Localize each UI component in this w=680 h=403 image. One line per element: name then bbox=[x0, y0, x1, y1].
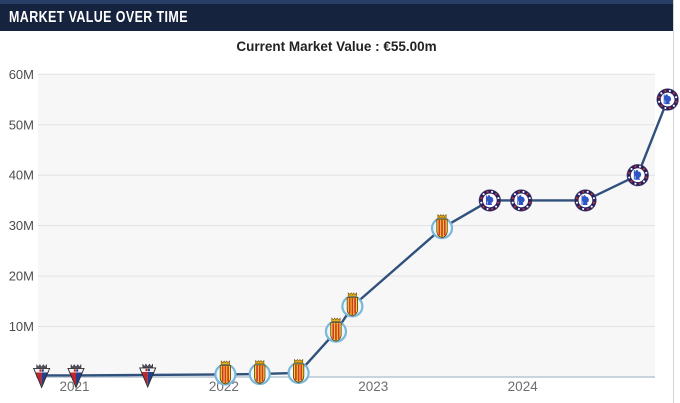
data-point-villarreal-crest-icon[interactable]: Oct 2022: €9.00m bbox=[324, 317, 348, 343]
data-point-mirandes-crest-icon[interactable]: Oct 2020: €0.30m bbox=[32, 363, 51, 389]
data-point-chelsea-crest-icon[interactable]: Jun 2024: €35.00m bbox=[574, 189, 597, 212]
y-axis-label: 30M bbox=[9, 218, 34, 233]
section-header-bar: MARKET VALUE OVER TIME bbox=[0, 4, 673, 31]
data-point-villarreal-crest-icon[interactable]: Jun 2022: €0.80m bbox=[287, 358, 310, 385]
data-point-villarreal-crest-icon[interactable]: Jan 2022: €0.50m bbox=[214, 360, 237, 386]
page-title: MARKET VALUE OVER TIME bbox=[9, 8, 188, 26]
data-point-villarreal-crest-icon[interactable]: Nov 2022: €14.00m bbox=[341, 292, 364, 318]
x-axis-label: 2021 bbox=[59, 379, 89, 394]
data-point-chelsea-crest-icon[interactable]: Dec 2023: €35.00m bbox=[510, 189, 533, 212]
y-axis-label: 60M bbox=[9, 67, 34, 82]
data-point-chelsea-crest-icon[interactable]: Oct 2024: €40.00m bbox=[626, 164, 649, 187]
data-point-mirandes-crest-icon[interactable]: Jan 2021: €0.30m bbox=[67, 363, 85, 389]
data-point-villarreal-crest-icon[interactable]: Mar 2022: €0.60m bbox=[248, 359, 271, 386]
y-axis-label: 20M bbox=[9, 269, 34, 284]
y-axis-label: 40M bbox=[9, 168, 34, 183]
data-point-mirandes-crest-icon[interactable]: Jun 2021: €0.40m bbox=[139, 363, 157, 389]
y-axis-label: 50M bbox=[9, 117, 34, 132]
current-market-value-label: Current Market Value : €55.00m bbox=[236, 39, 437, 54]
x-axis-label: 2024 bbox=[508, 379, 539, 394]
top-accent-strip bbox=[0, 0, 673, 4]
data-point-chelsea-crest-icon[interactable]: Oct 2023: €35.00m bbox=[478, 189, 501, 212]
x-axis-label: 2023 bbox=[358, 379, 388, 394]
data-point-villarreal-crest-icon[interactable]: Jun 2023: €29.50m bbox=[430, 213, 454, 240]
data-point-chelsea-crest-icon[interactable]: Dec 2024: €55.00m bbox=[656, 88, 679, 111]
y-axis-label: 10M bbox=[9, 319, 34, 334]
